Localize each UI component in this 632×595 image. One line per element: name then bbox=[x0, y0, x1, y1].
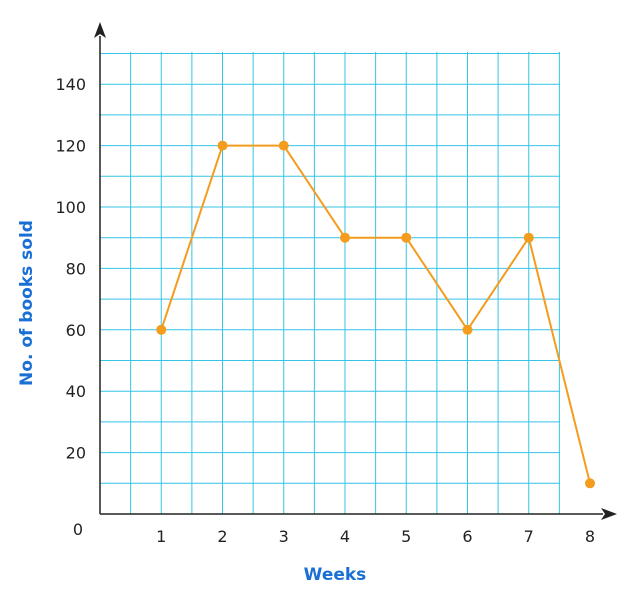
data-point bbox=[523, 232, 534, 243]
x-tick-label: 8 bbox=[585, 527, 595, 546]
y-tick-label: 120 bbox=[55, 137, 86, 156]
grid bbox=[100, 52, 560, 514]
series-line bbox=[160, 144, 591, 484]
x-tick-label: 6 bbox=[462, 527, 472, 546]
data-point bbox=[401, 232, 412, 243]
data-point bbox=[217, 140, 228, 151]
tick-labels: 1 2 3 4 5 6 7 8 20 40 60 80 100 120 140 bbox=[55, 75, 595, 546]
axes bbox=[94, 22, 617, 520]
x-axis-arrow bbox=[601, 508, 617, 520]
y-tick-label: 80 bbox=[66, 259, 86, 278]
data-point bbox=[156, 324, 167, 335]
y-axis-arrow bbox=[94, 22, 106, 38]
origin-label: 0 bbox=[73, 520, 83, 539]
x-tick-label: 1 bbox=[156, 527, 166, 546]
x-tick-label: 3 bbox=[279, 527, 289, 546]
data-point bbox=[585, 478, 595, 489]
x-tick-label: 5 bbox=[401, 527, 411, 546]
data-point bbox=[340, 232, 350, 243]
y-tick-label: 100 bbox=[55, 198, 86, 217]
data-point bbox=[462, 324, 473, 335]
y-tick-label: 60 bbox=[66, 321, 86, 340]
data-points bbox=[156, 140, 595, 489]
y-tick-label: 140 bbox=[55, 75, 86, 94]
y-tick-label: 40 bbox=[66, 382, 86, 401]
y-axis-title: No. of books sold bbox=[17, 220, 37, 386]
data-point bbox=[278, 140, 289, 151]
y-tick-label: 20 bbox=[66, 444, 86, 463]
x-tick-label: 2 bbox=[217, 527, 227, 546]
x-tick-label: 4 bbox=[340, 527, 350, 546]
x-tick-label: 7 bbox=[524, 527, 534, 546]
x-axis-title: Weeks bbox=[304, 565, 367, 585]
